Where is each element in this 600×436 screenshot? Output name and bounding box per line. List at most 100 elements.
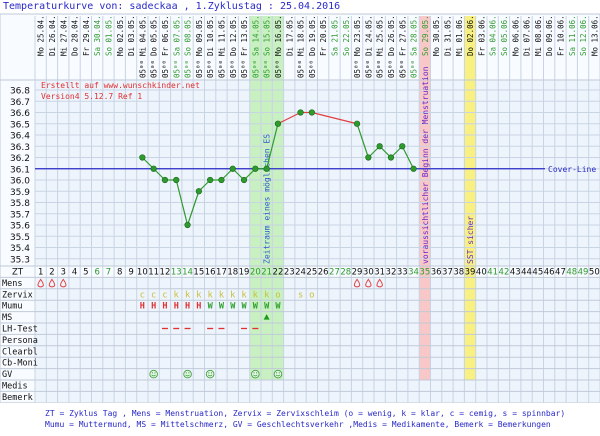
mumu-entry: W (230, 302, 236, 312)
measure-time: 05⁰⁰ (172, 60, 181, 78)
zt-day-17: 17 (216, 268, 227, 278)
date: 18.05. (297, 15, 306, 42)
zervix-entry: k (219, 290, 225, 300)
temp-point-day-21 (263, 165, 270, 172)
date: 28.05. (410, 15, 419, 42)
zt-day-47: 47 (555, 268, 566, 278)
temp-point-day-13 (173, 176, 180, 184)
date: 23.05. (353, 15, 362, 42)
temp-point-day-11 (150, 165, 157, 172)
weekday: Mi (376, 47, 385, 56)
zervix-entry: k (264, 290, 270, 300)
zt-day-39: 39 (465, 268, 476, 278)
credit-text: Erstellt auf www.wunschkinder.net (41, 81, 200, 90)
date-header-41: Sa 04.06. (489, 15, 498, 56)
date-header-47: Fr 10.06. (556, 15, 565, 56)
date: 31.05. (443, 15, 452, 42)
date: 16.05. (274, 15, 283, 42)
version-text: Version4 5.12.7 Ref 1 (41, 92, 142, 101)
weekday: Do (150, 46, 159, 56)
zt-day-20: 20 (250, 268, 261, 278)
smiley-eye (278, 372, 280, 374)
smiley-face (273, 369, 283, 379)
weekday: Mo (353, 46, 362, 56)
zt-day-18: 18 (227, 268, 238, 278)
date: 25.05. (376, 15, 385, 42)
date-header-1: Mo 25.04. (37, 15, 46, 56)
temp-point-day-29 (353, 120, 361, 127)
date: 28.04. (71, 15, 80, 42)
date-header-36: Mo 30.05. (432, 15, 441, 56)
smiley-eye (188, 372, 190, 374)
date-header-12: Fr 06.05. (161, 15, 170, 56)
measure-time: 05⁰⁰ (251, 60, 260, 78)
measure-time: 05⁰⁰ (353, 60, 362, 78)
date-header-34: Sa 28.05. (410, 15, 419, 56)
smiley-eye (185, 372, 187, 374)
date: 29.04. (82, 15, 91, 42)
zervix-entry: o (275, 290, 280, 300)
date: 05.06. (500, 15, 509, 42)
date: 03.05. (127, 15, 136, 42)
mens-drop-icon (60, 278, 67, 288)
row-label-persona: Persona (2, 336, 38, 346)
y-tick-label: 35.6 (10, 222, 30, 232)
smiley-eye (208, 372, 210, 374)
mens-drop-icon (365, 278, 372, 288)
mittelschmerz-triangle-icon (263, 314, 270, 320)
zt-day-8: 8 (117, 268, 122, 278)
date-header-21: So 15.05. (263, 15, 272, 56)
zervix-entry: k (253, 290, 259, 300)
weekday: Do (308, 46, 317, 56)
weekday: Di (523, 47, 532, 56)
smiley-eye (276, 372, 278, 374)
date: 09.06. (545, 15, 554, 42)
weekday: Di (285, 47, 294, 56)
zt-day-45: 45 (532, 268, 543, 278)
measure-time: 05⁰⁰ (398, 60, 407, 78)
date-header-38: Mi 01.06. (455, 15, 464, 56)
weekday: Do (545, 46, 554, 56)
weekday: Do (229, 46, 238, 56)
row-label-mens: Mens (2, 279, 22, 289)
weekday: Fr (240, 46, 249, 56)
date-header-46: Do 09.06. (545, 15, 554, 56)
zt-day-32: 32 (386, 268, 397, 278)
mumu-entry: W (241, 302, 247, 312)
weekday: Do (71, 46, 80, 56)
row-label-cb-moni: Cb-Moni (2, 359, 38, 369)
zervix-entry: k (230, 290, 236, 300)
measure-time: 05⁰⁰ (240, 60, 249, 78)
zt-day-48: 48 (566, 268, 577, 278)
smiley-face (149, 369, 158, 379)
date: 06.06. (511, 15, 520, 42)
date: 15.05. (263, 15, 272, 42)
mens-drop-icon (353, 278, 361, 288)
date-header-20: Sa 14.05. (251, 15, 260, 56)
temp-point-day-18 (229, 165, 236, 172)
zt-day-12: 12 (160, 268, 171, 278)
smiley-mouth (151, 374, 156, 377)
measure-time: 05⁰⁰ (297, 60, 306, 78)
smiley-face (251, 369, 260, 379)
date-header-16: Di 10.05. (206, 15, 215, 56)
date: 19.05. (308, 15, 317, 42)
band-label-0: Zeitraum eines möglichen ES (263, 134, 272, 264)
legend-area (0, 402, 600, 436)
zt-day-29: 29 (352, 268, 363, 278)
temp-point-day-32 (387, 154, 395, 161)
weekday: Di (364, 47, 373, 56)
row-label-mumu: Mumu (2, 302, 22, 312)
weekday: Mo (116, 46, 125, 56)
temp-segment (277, 111, 301, 125)
weekday: Mi (59, 47, 68, 56)
mens-drop-icon (376, 278, 383, 288)
date-header-5: Fr 29.04. (82, 15, 91, 56)
zt-day-33: 33 (397, 268, 408, 278)
date-header-25: Do 19.05. (308, 15, 317, 56)
date-header-30: Di 24.05. (364, 15, 373, 56)
measure-time: 05⁰⁰ (229, 60, 238, 78)
temp-point-day-20 (252, 165, 259, 172)
zervix-entry: k (241, 290, 247, 300)
